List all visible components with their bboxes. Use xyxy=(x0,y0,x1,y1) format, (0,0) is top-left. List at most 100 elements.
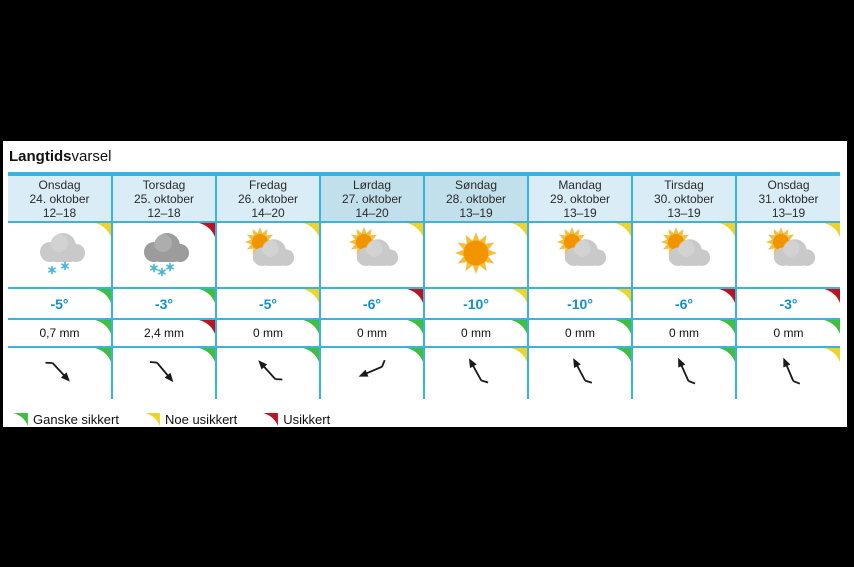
weather-icon-cell xyxy=(735,221,840,288)
day-header-torsdag-2[interactable]: Torsdag 25. oktober 12–18 xyxy=(111,172,216,222)
precipitation-value: 0 mm xyxy=(565,326,595,340)
certainty-green-icon xyxy=(303,320,319,334)
certainty-red-icon xyxy=(263,413,279,426)
day-hours: 13–19 xyxy=(459,205,493,220)
certainty-green-icon xyxy=(615,348,631,362)
certainty-red-icon xyxy=(407,289,423,303)
certainty-yellow-icon xyxy=(95,223,111,237)
certainty-yellow-icon xyxy=(145,413,160,426)
day-hours: 13–19 xyxy=(563,205,597,220)
certainty-red-icon xyxy=(824,289,840,303)
certainty-green-icon xyxy=(615,320,631,334)
day-date: 27. oktober xyxy=(341,191,403,206)
certainty-green-icon xyxy=(199,348,215,362)
precipitation-value: 2,4 mm xyxy=(143,326,184,340)
wind-cell xyxy=(423,346,528,399)
day-header-søndag-5[interactable]: Søndag 28. oktober 13–19 xyxy=(423,172,528,222)
weather-icon-cell xyxy=(215,221,320,288)
certainty-green-icon xyxy=(199,289,215,303)
day-name: Lørdag xyxy=(352,177,392,192)
day-date: 29. oktober xyxy=(549,191,611,206)
forecast-panel: Langtidsvarsel Onsdag 24. oktober 12–18 Tor… xyxy=(3,141,847,427)
precipitation-value: 0 mm xyxy=(669,326,699,340)
certainty-green-icon xyxy=(95,348,111,362)
wind-direction-icon xyxy=(40,351,80,391)
day-header-onsdag-1[interactable]: Onsdag 24. oktober 12–18 xyxy=(8,172,112,222)
day-header-lørdag-4[interactable]: Lørdag 27. oktober 14–20 xyxy=(319,172,424,222)
weather-sun-cloud-icon xyxy=(340,226,404,280)
wind-direction-icon xyxy=(664,351,704,391)
precipitation-cell: 0 mm xyxy=(319,318,424,347)
weather-snow-cloud-dark-icon xyxy=(132,226,196,280)
weather-snow-cloud-light-icon xyxy=(28,226,92,280)
wind-cell xyxy=(527,346,632,399)
day-name: Onsdag xyxy=(38,177,81,192)
legend-label: Ganske sikkert xyxy=(33,412,119,427)
temperature-value: -6° xyxy=(362,295,382,312)
day-header-onsdag-8[interactable]: Onsdag 31. oktober 13–19 xyxy=(735,172,840,222)
wind-cell xyxy=(319,346,424,399)
legend-item-yellow: Noe usikkert xyxy=(145,412,237,427)
certainty-green-icon xyxy=(511,320,527,334)
certainty-green-icon xyxy=(719,348,735,362)
precipitation-value: 0 mm xyxy=(461,326,491,340)
day-name: Søndag xyxy=(454,177,498,192)
day-hours: 13–19 xyxy=(667,205,701,220)
weather-icon-cell xyxy=(319,221,424,288)
certainty-green-icon xyxy=(719,320,735,334)
day-hours: 12–18 xyxy=(42,205,77,220)
weather-sun-icon xyxy=(444,226,508,280)
day-date: 31. oktober xyxy=(758,191,819,206)
weather-icon-cell xyxy=(423,221,528,288)
day-date: 25. oktober xyxy=(133,191,195,206)
precipitation-cell: 0 mm xyxy=(215,318,320,347)
temperature-value: -5° xyxy=(50,295,69,312)
wind-cell xyxy=(631,346,736,399)
certainty-yellow-icon xyxy=(511,348,527,362)
certainty-yellow-icon xyxy=(719,223,735,237)
temperature-value: -5° xyxy=(258,295,278,312)
day-hours: 14–20 xyxy=(251,205,285,220)
day-header-tirsdag-7[interactable]: Tirsdag 30. oktober 13–19 xyxy=(631,172,736,222)
certainty-yellow-icon xyxy=(303,289,319,303)
certainty-red-icon xyxy=(199,223,215,237)
certainty-yellow-icon xyxy=(407,223,423,237)
header-row: Onsdag 24. oktober 12–18 Torsdag 25. oktober… xyxy=(8,172,840,222)
page-title-rest: varsel xyxy=(71,148,112,165)
day-name: Tirsdag xyxy=(664,177,704,192)
temperature-value: -10° xyxy=(567,295,593,312)
certainty-green-icon xyxy=(407,320,423,334)
precipitation-value: 0,7 mm xyxy=(39,326,80,340)
legend-item-red: Usikkert xyxy=(263,412,330,427)
temperature-cell: -6° xyxy=(631,287,736,319)
wind-direction-icon xyxy=(352,351,392,391)
wind-direction-icon xyxy=(144,351,184,391)
temperature-cell: -10° xyxy=(527,287,632,319)
wind-cell xyxy=(215,346,320,399)
day-hours: 13–19 xyxy=(771,205,806,220)
temperature-cell: -6° xyxy=(319,287,424,319)
certainty-yellow-icon xyxy=(511,223,527,237)
day-header-fredag-3[interactable]: Fredag 26. oktober 14–20 xyxy=(215,172,320,222)
certainty-red-icon xyxy=(199,320,215,334)
temperature-cell: -5° xyxy=(8,287,112,319)
certainty-yellow-icon xyxy=(303,223,319,237)
temperature-cell: -3° xyxy=(111,287,216,319)
page-title-bold: Langtids xyxy=(9,148,72,165)
weather-sun-cloud-icon xyxy=(236,226,300,280)
certainty-green-icon xyxy=(407,348,423,362)
precipitation-cell: 0 mm xyxy=(735,318,840,347)
certainty-yellow-icon xyxy=(824,223,840,237)
certainty-red-icon xyxy=(719,289,735,303)
temperature-value: -10° xyxy=(463,295,489,312)
precipitation-cell: 0,7 mm xyxy=(8,318,112,347)
certainty-green-icon xyxy=(13,413,28,426)
certainty-legend: Ganske sikkert Noe usikkert Usikkert xyxy=(13,412,847,427)
day-header-mandag-6[interactable]: Mandag 29. oktober 13–19 xyxy=(527,172,632,222)
weather-sun-cloud-icon xyxy=(548,226,612,280)
day-name: Fredag xyxy=(248,177,288,192)
weather-sun-cloud-icon xyxy=(757,226,821,280)
precipitation-row: 0,7 mm 2,4 mm 0 mm 0 mm 0 mm 0 mm 0 mm 0 mm xyxy=(8,318,840,347)
wind-cell xyxy=(111,346,216,399)
weather-icon-row xyxy=(8,221,840,288)
